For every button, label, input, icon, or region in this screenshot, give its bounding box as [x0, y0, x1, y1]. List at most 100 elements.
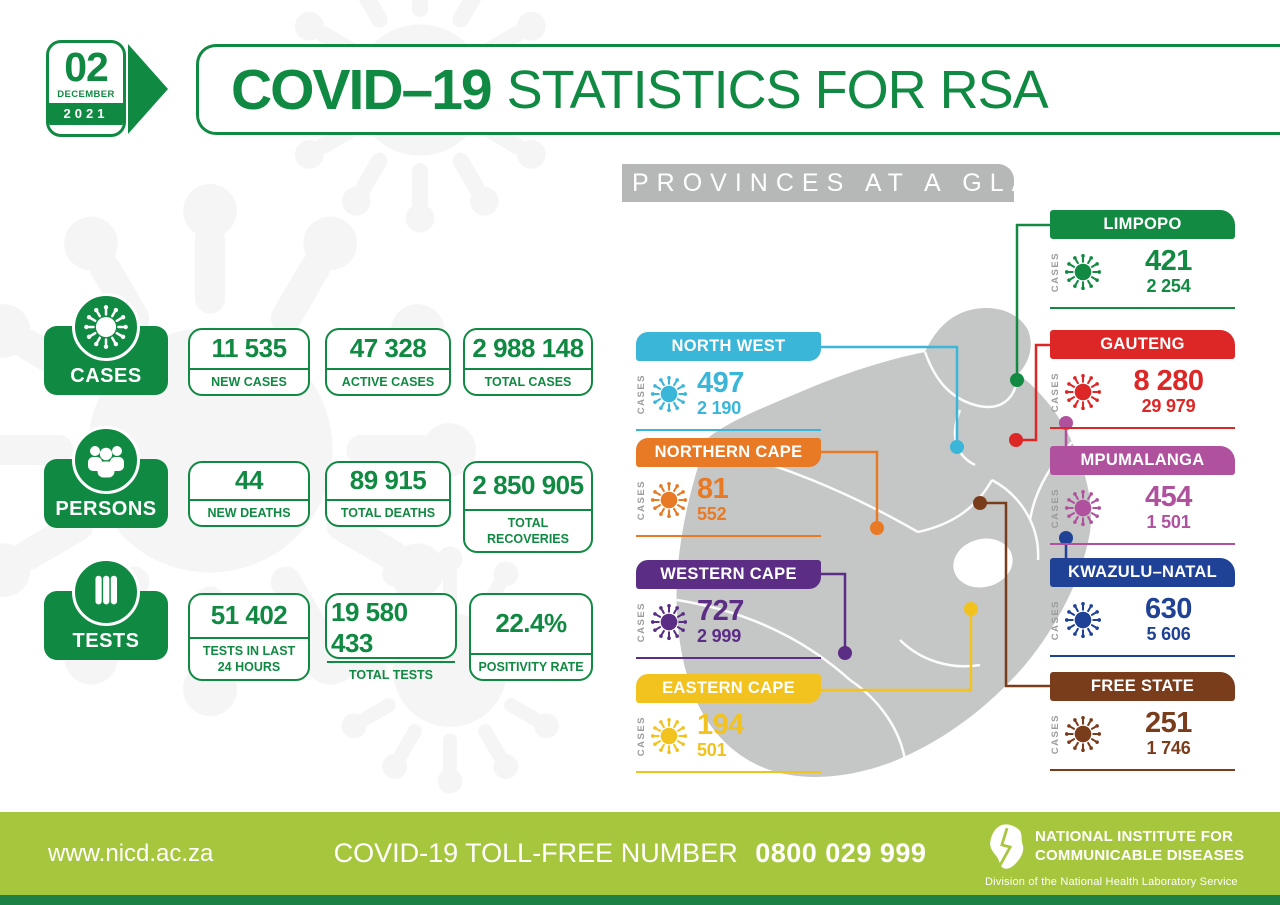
stat-total-recoveries: 2 850 905 TOTAL RECOVERIES: [463, 461, 593, 553]
people-icon: [82, 436, 130, 484]
province-value-primary: 251: [1145, 707, 1192, 739]
org-name-line1: NATIONAL INSTITUTE FOR: [1035, 828, 1234, 846]
province-value-secondary: 2 190: [697, 398, 742, 419]
tests-24h-label: TESTS IN LAST 24 HOURS: [190, 636, 308, 680]
stat-total-tests: 19 580 433 TOTAL TESTS: [325, 593, 457, 682]
tollfree-line: COVID-19 TOLL-FREE NUMBER 0800 029 999: [300, 812, 960, 895]
province-card-kwazulu-natal: KWAZULU–NATAL CASES 630 5 606: [1050, 558, 1235, 658]
persons-label: PERSONS: [55, 498, 157, 520]
cases-axis-label: CASES: [1050, 487, 1061, 529]
stat-total-cases: 2 988 148 TOTAL CASES: [463, 328, 593, 396]
province-connectors: [820, 223, 1068, 692]
province-card-limpopo: LIMPOPO CASES 421 2 254: [1050, 210, 1235, 310]
cases-axis-label: CASES: [636, 479, 647, 521]
footer-bottom-strip: [0, 895, 1280, 905]
provinces-panel-title: PROVINCES AT A GLANCE: [622, 164, 1014, 202]
province-value-secondary: 2 254: [1146, 276, 1191, 297]
province-name: NORTH WEST: [636, 332, 821, 361]
new-cases-label: NEW CASES: [190, 367, 308, 394]
new-deaths-value: 44: [235, 465, 263, 496]
tests-label: TESTS: [72, 630, 140, 652]
south-africa-map: [676, 223, 1092, 777]
province-value-primary: 497: [697, 367, 744, 399]
virus-icon: [1064, 253, 1102, 291]
virus-icon: [1064, 601, 1102, 639]
province-value-primary: 194: [697, 709, 744, 741]
province-card-northern-cape: NORTHERN CAPE CASES 81 552: [636, 438, 821, 538]
province-card-north-west: NORTH WEST CASES 497 2 190: [636, 332, 821, 432]
new-cases-value: 11 535: [211, 333, 287, 364]
total-tests-value: 19 580 433: [331, 597, 408, 658]
header-arrow-icon: [128, 44, 168, 134]
province-value-primary: 8 280: [1133, 365, 1204, 397]
cases-axis-label: CASES: [636, 373, 647, 415]
province-dots: [838, 373, 1073, 660]
virus-icon: [650, 603, 688, 641]
province-value-secondary: 2 999: [697, 626, 742, 647]
total-recoveries-label: TOTAL RECOVERIES: [465, 508, 591, 552]
province-name: NORTHERN CAPE: [636, 438, 821, 467]
total-recoveries-value: 2 850 905: [472, 470, 584, 501]
persons-icon-block: PERSONS: [44, 421, 168, 543]
virus-icon: [1064, 373, 1102, 411]
tollfree-label: COVID-19 TOLL-FREE NUMBER: [333, 838, 738, 868]
positivity-rate-label: POSITIVITY RATE: [471, 652, 591, 679]
virus-icon: [650, 481, 688, 519]
cases-axis-label: CASES: [636, 715, 647, 757]
province-value-primary: 630: [1145, 593, 1192, 625]
cases-icon-block: CASES: [44, 288, 168, 410]
total-cases-label: TOTAL CASES: [465, 367, 591, 394]
province-name: KWAZULU–NATAL: [1050, 558, 1235, 587]
nicd-africa-logo-icon: [985, 824, 1027, 870]
cases-axis-label: CASES: [1050, 713, 1061, 755]
cases-axis-label: CASES: [636, 601, 647, 643]
province-card-western-cape: WESTERN CAPE CASES 727 2 999: [636, 560, 821, 660]
stat-positivity-rate: 22.4% POSITIVITY RATE: [469, 593, 593, 681]
total-tests-label: TOTAL TESTS: [327, 661, 455, 687]
new-deaths-label: NEW DEATHS: [190, 498, 308, 525]
cases-axis-label: CASES: [1050, 251, 1061, 293]
province-value-secondary: 501: [697, 740, 727, 761]
province-value-primary: 421: [1145, 245, 1192, 277]
stat-new-cases: 11 535 NEW CASES: [188, 328, 310, 396]
province-card-eastern-cape: EASTERN CAPE CASES 194 501: [636, 674, 821, 774]
province-value-secondary: 1 501: [1146, 512, 1191, 533]
summary-row-tests: TESTS 51 402 TESTS IN LAST 24 HOURS 19 5…: [44, 553, 600, 683]
virus-icon: [650, 375, 688, 413]
summary-row-persons: PERSONS 44 NEW DEATHS 89 915 TOTAL DEATH…: [44, 421, 600, 553]
footer: www.nicd.ac.za COVID-19 TOLL-FREE NUMBER…: [0, 812, 1280, 895]
cases-axis-label: CASES: [1050, 371, 1061, 413]
province-value-secondary: 5 606: [1146, 624, 1191, 645]
tests-24h-value: 51 402: [210, 600, 288, 631]
summary-row-cases: CASES 11 535 NEW CASES 47 328 ACTIVE CAS…: [44, 288, 600, 418]
province-card-gauteng: GAUTENG CASES 8 280 29 979: [1050, 330, 1235, 430]
active-cases-value: 47 328: [349, 333, 427, 364]
province-name: EASTERN CAPE: [636, 674, 821, 703]
test-tubes-icon: [83, 569, 129, 615]
stat-new-deaths: 44 NEW DEATHS: [188, 461, 310, 527]
date-month: DECEMBER: [57, 89, 115, 101]
date-day: 02: [64, 44, 109, 90]
stat-total-deaths: 89 915 TOTAL DEATHS: [325, 461, 451, 527]
province-name: WESTERN CAPE: [636, 560, 821, 589]
tests-icon-block: TESTS: [44, 553, 168, 675]
nicd-logo: NATIONAL INSTITUTE FOR COMMUNICABLE DISE…: [985, 824, 1244, 888]
tollfree-number: 0800 029 999: [755, 838, 927, 868]
cases-axis-label: CASES: [1050, 599, 1061, 641]
website-link[interactable]: www.nicd.ac.za: [48, 840, 214, 867]
total-deaths-value: 89 915: [349, 465, 427, 496]
province-name: GAUTENG: [1050, 330, 1235, 359]
positivity-rate-value: 22.4%: [495, 608, 567, 639]
cases-label: CASES: [70, 365, 142, 387]
province-name: LIMPOPO: [1050, 210, 1235, 239]
total-deaths-label: TOTAL DEATHS: [327, 498, 449, 525]
total-cases-value: 2 988 148: [472, 333, 584, 364]
org-name-line2: COMMUNICABLE DISEASES: [1035, 847, 1245, 864]
province-value-primary: 454: [1145, 481, 1192, 513]
date-year: 2021: [49, 103, 123, 126]
title-box: COVID–19 STATISTICS FOR RSA: [196, 44, 1280, 135]
active-cases-label: ACTIVE CASES: [327, 367, 449, 394]
page-title-rest: STATISTICS FOR RSA: [506, 59, 1049, 120]
province-card-mpumalanga: MPUMALANGA CASES 454 1 501: [1050, 446, 1235, 546]
province-value-primary: 727: [697, 595, 744, 627]
